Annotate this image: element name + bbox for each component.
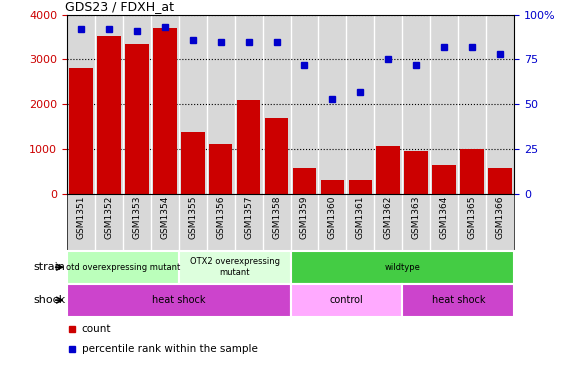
Bar [123, 194, 150, 251]
Bar [95, 15, 123, 194]
Bar [486, 194, 514, 251]
Text: heat shock: heat shock [432, 295, 485, 305]
Text: count: count [81, 324, 111, 335]
Text: percentile rank within the sample: percentile rank within the sample [81, 344, 257, 354]
Bar [293, 168, 317, 194]
Text: control: control [329, 295, 363, 305]
Bar [374, 194, 403, 251]
Bar [236, 100, 260, 194]
Bar [67, 15, 95, 194]
Bar [150, 15, 179, 194]
Text: GSM1366: GSM1366 [496, 196, 505, 239]
Bar [67, 284, 290, 317]
Bar [458, 194, 486, 251]
Bar [179, 15, 207, 194]
Text: GSM1359: GSM1359 [300, 196, 309, 239]
Text: GDS23 / FDXH_at: GDS23 / FDXH_at [64, 0, 174, 14]
Bar [349, 180, 372, 194]
Bar [235, 194, 263, 251]
Text: GSM1353: GSM1353 [132, 196, 141, 239]
Bar [431, 15, 458, 194]
Text: OTX2 overexpressing
mutant: OTX2 overexpressing mutant [189, 257, 279, 277]
Bar [321, 180, 345, 194]
Bar [346, 15, 374, 194]
Bar [209, 144, 232, 194]
Text: heat shock: heat shock [152, 295, 206, 305]
Bar [290, 15, 318, 194]
Text: shock: shock [33, 295, 66, 305]
Bar [318, 15, 346, 194]
Bar [125, 44, 149, 194]
Text: GSM1352: GSM1352 [104, 196, 113, 239]
Text: GSM1355: GSM1355 [188, 196, 197, 239]
Text: GSM1358: GSM1358 [272, 196, 281, 239]
Bar [488, 168, 512, 194]
Text: otd overexpressing mutant: otd overexpressing mutant [66, 263, 180, 272]
Bar [207, 15, 235, 194]
Bar [263, 194, 290, 251]
Text: GSM1363: GSM1363 [412, 196, 421, 239]
Text: strain: strain [33, 262, 65, 272]
Bar [67, 251, 179, 284]
Bar [263, 15, 290, 194]
Bar [179, 194, 207, 251]
Bar [374, 15, 403, 194]
Bar [431, 194, 458, 251]
Bar [403, 284, 514, 317]
Text: GSM1356: GSM1356 [216, 196, 225, 239]
Bar [290, 251, 514, 284]
Bar [404, 151, 428, 194]
Bar [486, 15, 514, 194]
Bar [179, 251, 290, 284]
Text: GSM1351: GSM1351 [76, 196, 85, 239]
Bar [432, 165, 456, 194]
Bar [403, 15, 431, 194]
Text: GSM1360: GSM1360 [328, 196, 337, 239]
Text: GSM1364: GSM1364 [440, 196, 449, 239]
Bar [458, 15, 486, 194]
Text: GSM1354: GSM1354 [160, 196, 169, 239]
Bar [318, 194, 346, 251]
Bar [97, 36, 121, 194]
Text: GSM1357: GSM1357 [244, 196, 253, 239]
Bar [69, 68, 93, 194]
Bar [207, 194, 235, 251]
Text: wildtype: wildtype [385, 263, 420, 272]
Bar [95, 194, 123, 251]
Bar [290, 194, 318, 251]
Bar [290, 284, 403, 317]
Bar [403, 194, 431, 251]
Bar [264, 118, 288, 194]
Bar [460, 149, 484, 194]
Text: GSM1361: GSM1361 [356, 196, 365, 239]
Bar [150, 194, 179, 251]
Bar [346, 194, 374, 251]
Bar [181, 132, 205, 194]
Bar [376, 146, 400, 194]
Bar [235, 15, 263, 194]
Bar [153, 28, 177, 194]
Text: GSM1362: GSM1362 [384, 196, 393, 239]
Bar [123, 15, 150, 194]
Bar [67, 194, 95, 251]
Text: GSM1365: GSM1365 [468, 196, 477, 239]
